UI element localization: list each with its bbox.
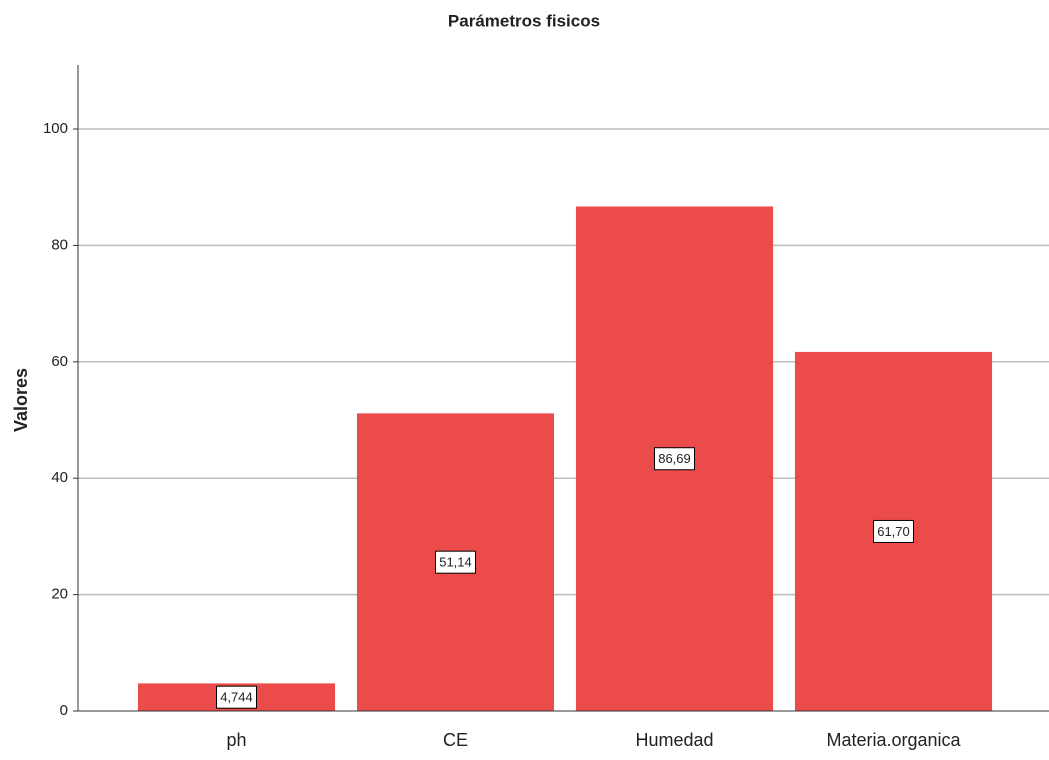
y-axis-label: Valores xyxy=(11,368,31,432)
value-label: 86,69 xyxy=(658,451,691,466)
chart-title: Parámetros fisicos xyxy=(448,11,600,30)
y-tick-label: 100 xyxy=(43,120,68,137)
x-tick-label: Materia.organica xyxy=(826,730,961,750)
value-label: 4,744 xyxy=(220,690,253,705)
x-tick-label: Humedad xyxy=(635,730,713,750)
y-tick-label: 40 xyxy=(51,469,68,486)
value-label-box xyxy=(873,519,914,543)
y-tick-label: 80 xyxy=(51,236,68,253)
value-label-box xyxy=(435,550,476,574)
y-tick-label: 20 xyxy=(51,586,68,603)
value-label-box xyxy=(216,685,257,709)
value-label: 51,14 xyxy=(439,555,472,570)
value-label: 61,70 xyxy=(877,524,910,539)
x-tick-label: ph xyxy=(226,730,246,750)
y-tick-label: 60 xyxy=(51,353,68,370)
x-tick-label: CE xyxy=(443,730,468,750)
y-tick-label: 0 xyxy=(60,702,68,719)
value-label-box xyxy=(654,447,695,471)
